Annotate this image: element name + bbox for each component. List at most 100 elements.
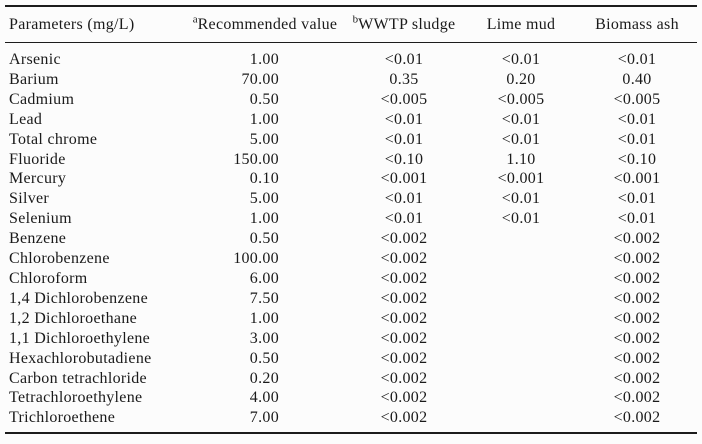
cell-value: <0.002 <box>380 289 428 307</box>
cell-value: <0.002 <box>380 309 428 327</box>
cell-value: <0.01 <box>501 210 541 228</box>
cell-parameter: Lead <box>9 110 43 128</box>
cell-value: <0.002 <box>613 269 661 287</box>
table-row: Cadmium 0.50 <0.005 <0.005 <0.005 <box>5 90 697 110</box>
table-row: Carbon tetrachloride 0.20 <0.002 <0.002 <box>5 369 697 389</box>
cell-value: <0.01 <box>617 110 657 128</box>
cell-value: 100.00 <box>233 250 279 268</box>
cell-value: <0.002 <box>613 349 661 367</box>
cell-parameter: 1,1 Dichloroethylene <box>9 329 151 347</box>
cell-value <box>465 229 577 249</box>
cell-value: 5.00 <box>249 130 279 148</box>
table-row: Silver 5.00 <0.01 <0.01 <0.01 <box>5 189 697 209</box>
cell-parameter: Total chrome <box>9 130 98 148</box>
table-row: Fluoride 150.00 <0.10 1.10 <0.10 <box>5 150 697 170</box>
table-row: Trichloroethene 7.00 <0.002 <0.002 <box>5 408 697 433</box>
cell-parameter: Fluoride <box>9 150 66 168</box>
cell-value: 0.10 <box>249 170 279 188</box>
column-header-recommended-value: aRecommended value <box>187 6 343 43</box>
cell-value: 7.50 <box>249 289 279 307</box>
table-row: Benzene 0.50 <0.002 <0.002 <box>5 229 697 249</box>
cell-value: <0.01 <box>384 210 424 228</box>
table-row: Lead 1.00 <0.01 <0.01 <0.01 <box>5 110 697 130</box>
cell-value <box>465 388 577 408</box>
cell-value: <0.002 <box>380 250 428 268</box>
cell-value: 0.50 <box>249 349 279 367</box>
cell-parameter: Benzene <box>9 230 67 248</box>
column-header-parameters: Parameters (mg/L) <box>5 6 187 43</box>
cell-value <box>465 249 577 269</box>
cell-parameter: Hexachlorobutadiene <box>9 349 152 367</box>
cell-value: 1.00 <box>249 51 279 68</box>
cell-parameter: Arsenic <box>9 51 61 68</box>
cell-value: <0.002 <box>380 329 428 347</box>
cell-value: 1.00 <box>249 309 279 327</box>
cell-value: <0.01 <box>384 130 424 148</box>
cell-value: <0.01 <box>617 210 657 228</box>
table-row: Tetrachloroethylene 4.00 <0.002 <0.002 <box>5 388 697 408</box>
cell-value: <0.002 <box>613 409 661 427</box>
column-header-lime-mud: Lime mud <box>465 6 577 43</box>
cell-value: 0.20 <box>506 70 536 88</box>
parameters-table: Parameters (mg/L) aRecommended value bWWTP… <box>5 5 697 435</box>
column-header-wwtp-sludge: bWWTP sludge <box>343 6 465 43</box>
cell-value: <0.005 <box>497 90 545 108</box>
cell-parameter: Carbon tetrachloride <box>9 369 147 387</box>
cell-value: <0.01 <box>501 190 541 208</box>
cell-value: <0.01 <box>501 110 541 128</box>
column-header-biomass-ash: Biomass ash <box>577 6 697 43</box>
table-row: Hexachlorobutadiene 0.50 <0.002 <0.002 <box>5 349 697 369</box>
footnote-marker-b: b <box>352 13 359 26</box>
header-row: Parameters (mg/L) aRecommended value bWWTP… <box>5 6 697 43</box>
cell-value: <0.01 <box>617 130 657 148</box>
cell-value <box>465 269 577 289</box>
cell-parameter: 1,2 Dichloroethane <box>9 309 138 327</box>
cell-value: <0.01 <box>384 190 424 208</box>
cell-value: <0.001 <box>380 170 428 188</box>
cell-value: <0.10 <box>384 150 424 168</box>
table-row: Barium 70.00 0.35 0.20 0.40 <box>5 70 697 90</box>
cell-value: 0.50 <box>249 90 279 108</box>
cell-value: 0.40 <box>622 70 652 88</box>
table-row: Selenium 1.00 <0.01 <0.01 <0.01 <box>5 209 697 229</box>
cell-value <box>465 408 577 433</box>
cell-value: <0.01 <box>617 190 657 208</box>
cell-parameter: Chlorobenzene <box>9 250 110 268</box>
cell-parameter: Trichloroethene <box>9 409 116 427</box>
cell-value: 1.00 <box>249 110 279 128</box>
cell-value: <0.002 <box>613 309 661 327</box>
cell-value: <0.002 <box>613 389 661 407</box>
cell-value: 5.00 <box>249 190 279 208</box>
cell-value: <0.002 <box>613 250 661 268</box>
cell-value: <0.001 <box>613 170 661 188</box>
cell-parameter: Mercury <box>9 170 67 188</box>
cell-value: <0.005 <box>613 90 661 108</box>
cell-parameter: Silver <box>9 190 50 208</box>
cell-value <box>465 289 577 309</box>
cell-value <box>465 329 577 349</box>
cell-value: 3.00 <box>249 329 279 347</box>
table-row: 1,4 Dichlorobenzene 7.50 <0.002 <0.002 <box>5 289 697 309</box>
cell-value: <0.002 <box>380 409 428 427</box>
cell-value: 1.00 <box>249 210 279 228</box>
cell-value: <0.002 <box>613 289 661 307</box>
cell-value: <0.002 <box>380 389 428 407</box>
cell-value: <0.002 <box>613 369 661 387</box>
cell-value: 6.00 <box>249 269 279 287</box>
table-header: Parameters (mg/L) aRecommended value bWWTP… <box>5 6 697 43</box>
cell-value: <0.001 <box>497 170 545 188</box>
cell-value: <0.002 <box>613 230 661 248</box>
table-row: Mercury 0.10 <0.001 <0.001 <0.001 <box>5 169 697 189</box>
cell-parameter: Selenium <box>9 210 72 228</box>
cell-value: 150.00 <box>233 150 279 168</box>
cell-value: <0.002 <box>380 369 428 387</box>
cell-parameter: 1,4 Dichlorobenzene <box>9 289 148 307</box>
table-row: Total chrome 5.00 <0.01 <0.01 <0.01 <box>5 130 697 150</box>
cell-value <box>465 349 577 369</box>
table-row: Arsenic 1.00 <0.01 <0.01 <0.01 <box>5 43 697 70</box>
cell-value: <0.002 <box>380 349 428 367</box>
table-row: 1,1 Dichloroethylene 3.00 <0.002 <0.002 <box>5 329 697 349</box>
table-row: Chloroform 6.00 <0.002 <0.002 <box>5 269 697 289</box>
cell-value: <0.01 <box>384 110 424 128</box>
